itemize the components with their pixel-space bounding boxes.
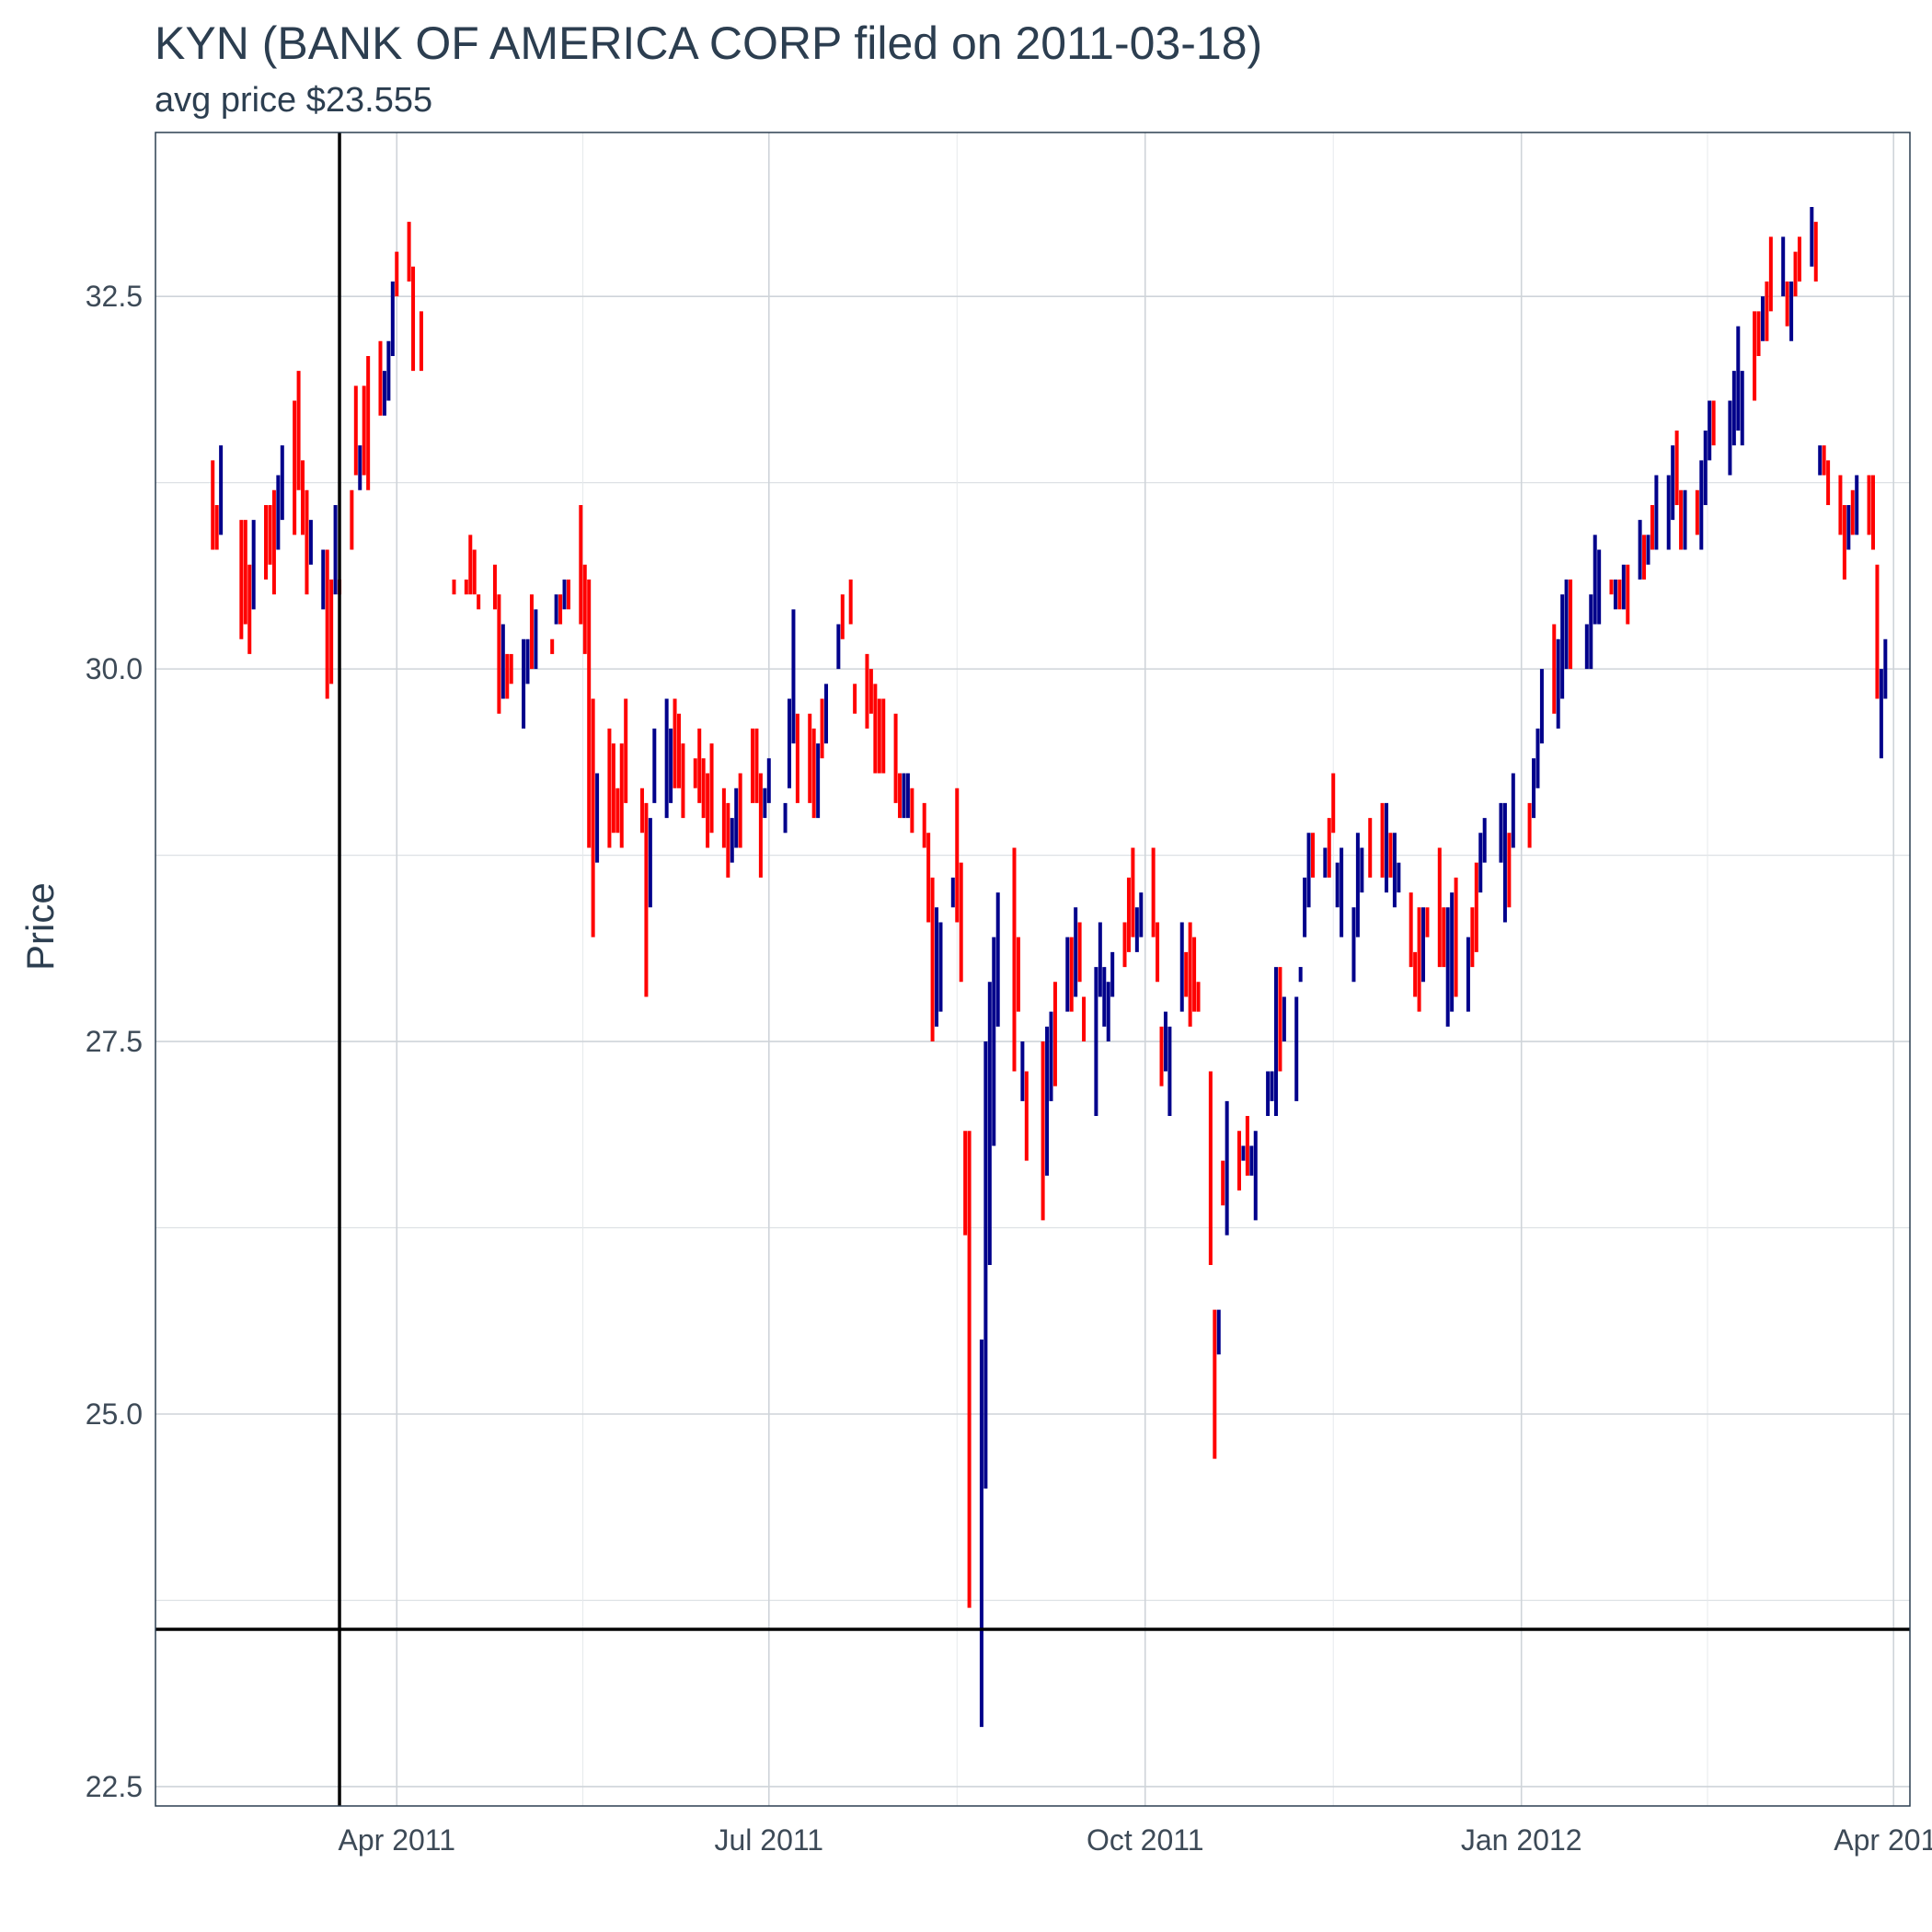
x-axis-ticks: Apr 2011 Jul 2011 Oct 2011 Jan 2012 Apr 2012 — [339, 1823, 1932, 1857]
x-tick-label: Apr 2012 — [1834, 1823, 1932, 1857]
x-tick-label: Jan 2012 — [1461, 1823, 1582, 1857]
x-tick-label: Jul 2011 — [714, 1823, 823, 1857]
y-tick-label: 32.5 — [86, 280, 143, 313]
chart-subtitle: avg price $23.555 — [155, 81, 433, 120]
y-tick-label: 25.0 — [86, 1397, 143, 1431]
y-tick-label: 22.5 — [86, 1770, 143, 1803]
grid-lines — [155, 132, 1910, 1806]
chart-title: KYN (BANK OF AMERICA CORP filed on 2011-… — [155, 17, 1263, 69]
reference-lines — [155, 132, 1910, 1806]
y-axis-ticks: 22.5 25.0 27.5 30.0 32.5 — [86, 280, 143, 1803]
plot-panel-border — [155, 132, 1911, 1807]
x-tick-label: Oct 2011 — [1087, 1823, 1203, 1857]
price-bars — [211, 206, 1888, 1728]
y-tick-label: 30.0 — [86, 652, 143, 685]
x-tick-label: Apr 2011 — [339, 1823, 456, 1857]
y-tick-label: 27.5 — [86, 1025, 143, 1058]
